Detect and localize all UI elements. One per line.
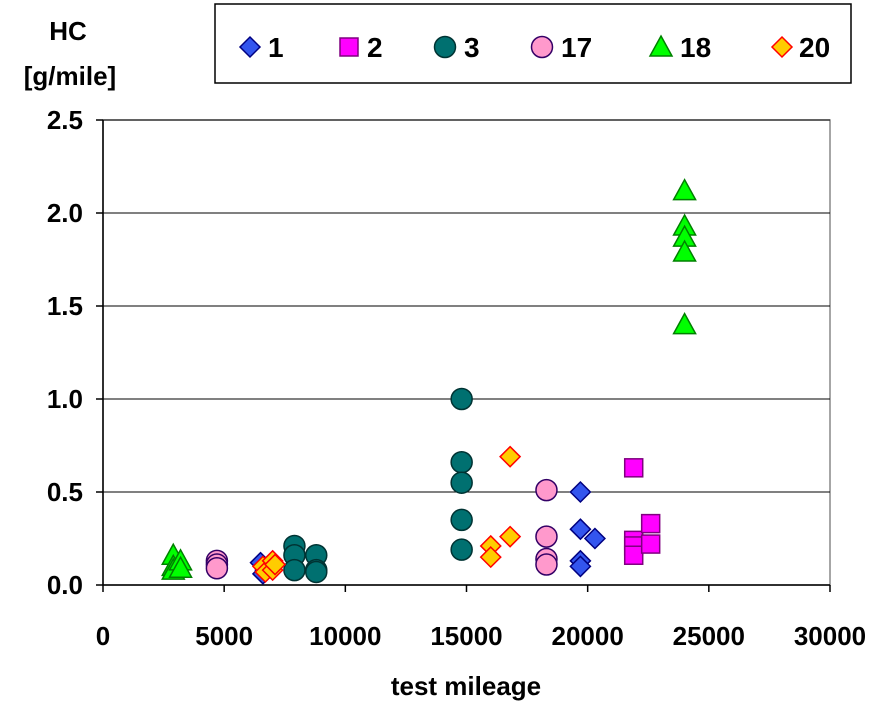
legend-marker-2 <box>339 37 359 57</box>
legend-entry-3: 3 <box>433 32 480 63</box>
x-tick-label: 5000 <box>195 621 253 651</box>
y-tick-label: 1.5 <box>47 291 83 321</box>
data-point-series-3 <box>450 508 473 532</box>
data-point-series-2 <box>623 458 644 478</box>
legend-entry-20: 20 <box>770 32 830 63</box>
y-tick-label: 0.5 <box>47 477 83 507</box>
data-point-series-1 <box>569 555 592 578</box>
legend-entry-2: 2 <box>339 32 383 63</box>
legend-marker-17 <box>530 35 554 59</box>
legend-label: 18 <box>680 32 711 63</box>
data-point-series-20 <box>479 546 502 569</box>
legend-label: 17 <box>561 32 592 63</box>
data-point-series-17 <box>535 478 558 502</box>
data-point-series-1 <box>569 480 592 504</box>
series-2 <box>623 458 661 565</box>
data-point-series-18 <box>672 178 697 201</box>
x-tick-label: 25000 <box>673 621 745 651</box>
series-3 <box>283 387 473 584</box>
y-tick-label: 0.0 <box>47 570 83 600</box>
data-point-series-18 <box>672 239 697 262</box>
data-point-series-3 <box>450 387 473 411</box>
legend-marker-1 <box>238 35 262 59</box>
series-17 <box>205 478 558 580</box>
legend-entry-1: 1 <box>238 32 284 63</box>
legend-label: 3 <box>464 32 480 63</box>
data-point-series-3 <box>450 450 473 474</box>
legend-marker-18 <box>648 34 674 57</box>
legend-marker-20 <box>770 35 794 59</box>
data-point-series-20 <box>499 445 522 468</box>
data-points <box>161 178 697 585</box>
y-tick-label: 2.5 <box>47 105 83 135</box>
x-tick-label: 0 <box>96 621 110 651</box>
data-point-series-2 <box>623 545 644 565</box>
data-point-series-18 <box>168 555 193 579</box>
y-tick-label: 2.0 <box>47 198 83 228</box>
legend-marker-3 <box>433 35 457 59</box>
y-axis-label-line2: [g/mile] <box>24 61 116 91</box>
legend-label: 20 <box>799 32 830 63</box>
data-point-series-20 <box>499 525 522 548</box>
x-tick-label: 15000 <box>430 621 502 651</box>
x-tick-label: 20000 <box>552 621 624 651</box>
data-point-series-20 <box>263 553 287 576</box>
data-point-series-17 <box>535 525 558 548</box>
x-tick-label: 30000 <box>794 621 866 651</box>
legend-label: 2 <box>367 32 383 63</box>
data-point-series-18 <box>672 312 697 335</box>
data-point-series-2 <box>640 513 661 534</box>
legend: 1 2 3 17 18 20 <box>238 32 830 63</box>
axes <box>96 119 831 592</box>
data-point-series-1 <box>569 518 592 541</box>
series-18 <box>161 178 697 580</box>
series-20 <box>251 445 522 584</box>
data-point-series-3 <box>450 471 473 494</box>
x-axis-label: test mileage <box>391 671 541 701</box>
x-tick-labels: 0 5000 10000 15000 20000 25000 30000 <box>96 621 866 651</box>
data-point-series-3 <box>450 538 473 561</box>
data-point-series-3 <box>305 560 328 584</box>
data-point-series-2 <box>640 534 661 554</box>
data-point-series-17 <box>205 557 229 580</box>
data-point-series-1 <box>583 527 606 550</box>
y-tick-labels: 0.0 0.5 1.0 1.5 2.0 2.5 <box>47 105 83 600</box>
legend-entry-18: 18 <box>648 32 711 63</box>
legend-label: 1 <box>268 32 284 63</box>
legend-entry-17: 17 <box>530 32 592 63</box>
y-tick-label: 1.0 <box>47 384 83 414</box>
data-point-series-17 <box>535 553 558 576</box>
data-point-series-3 <box>283 558 306 582</box>
y-axis-label-line1: HC <box>49 16 87 46</box>
x-tick-label: 10000 <box>309 621 381 651</box>
